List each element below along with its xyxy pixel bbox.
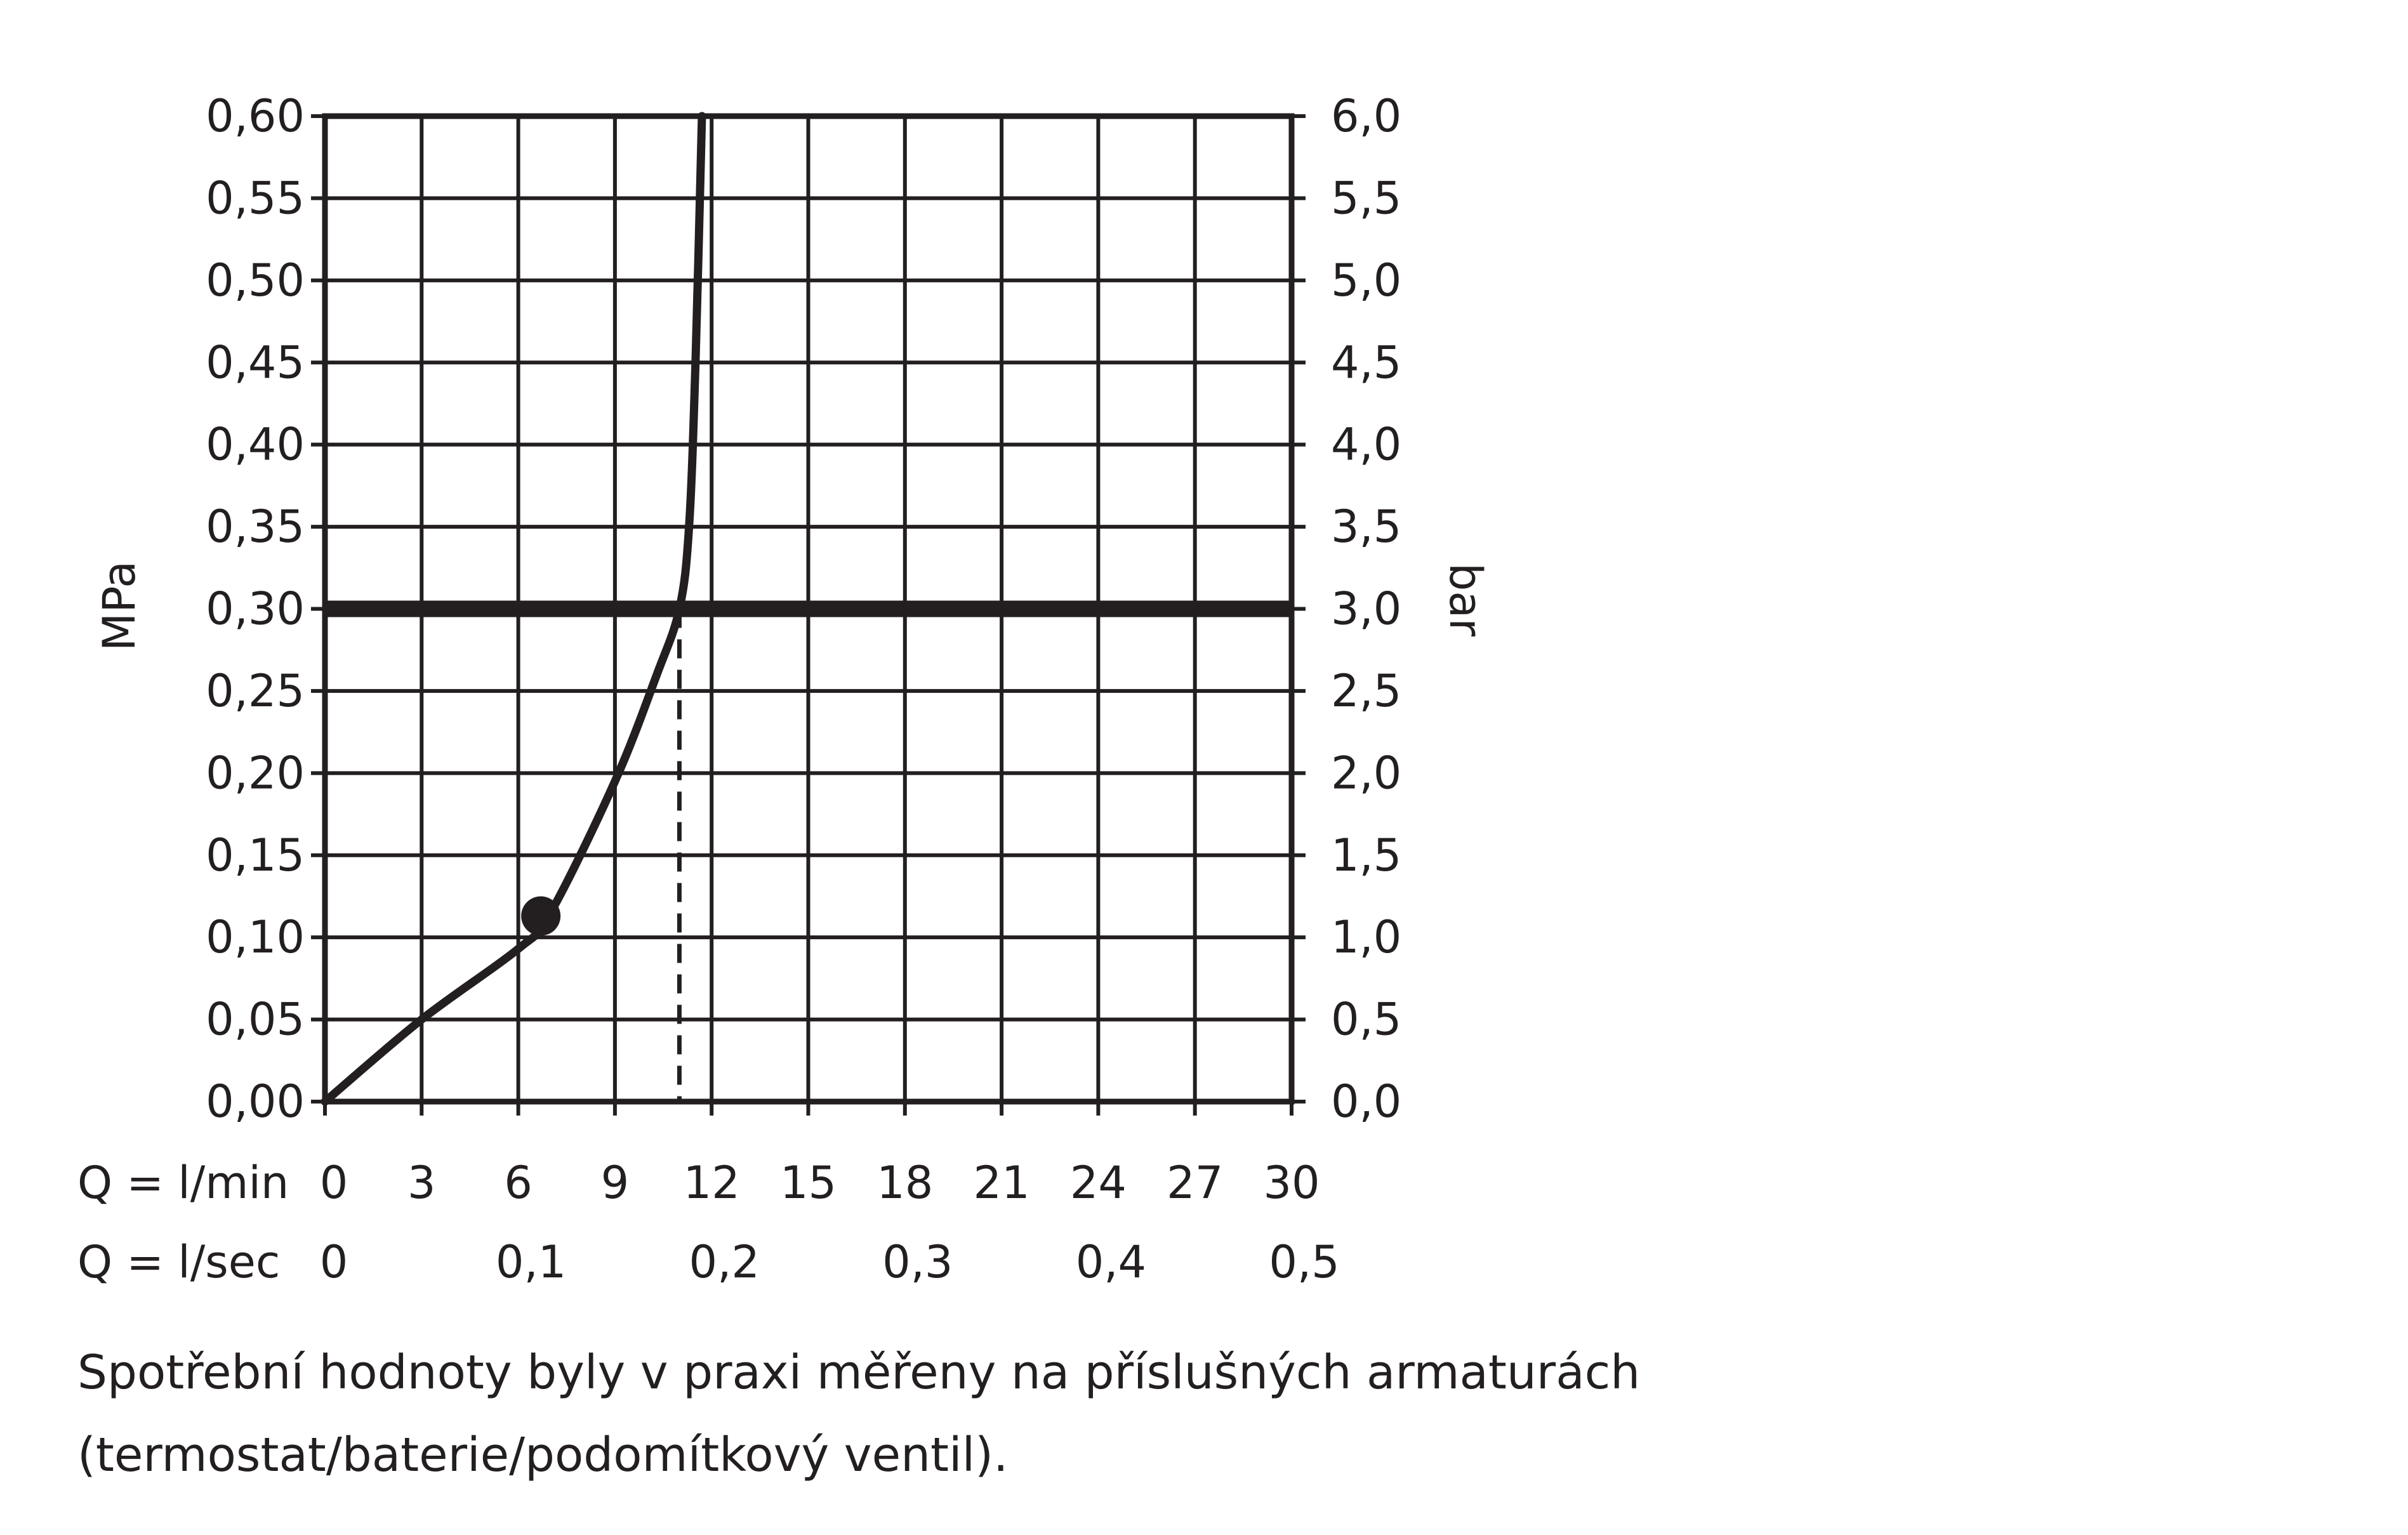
y-tick-label-right: 4,0 xyxy=(1331,419,1401,471)
x-tick-label-lmin: 3 xyxy=(407,1157,436,1209)
flow-pressure-chart: 0,00 0,00,05 0,50,10 1,00,15 1,50,20 2,00,25 2… xyxy=(77,90,1492,1288)
x-tick-label-lsec: 0,1 xyxy=(496,1236,566,1288)
minimum-pressure-marker xyxy=(521,896,561,936)
x-tick-label-lsec: 0,5 xyxy=(1269,1236,1339,1288)
y-tick-label-left: 0,00 xyxy=(206,1076,305,1128)
x-axis-title-lmin: Q = l/min xyxy=(77,1157,289,1209)
x-axis-title-lsec: Q = l/sec xyxy=(77,1236,280,1288)
axis-ticks xyxy=(311,114,1306,1116)
x-tick-label-lmin: 0 xyxy=(320,1157,348,1209)
y-tick-label-right: 1,5 xyxy=(1331,829,1401,881)
y-tick-label-right: 5,5 xyxy=(1331,172,1401,224)
x-tick-label-lmin: 12 xyxy=(684,1157,740,1209)
y-tick-label-left: 0,20 xyxy=(206,747,305,799)
x-tick-label-lsec: 0 xyxy=(320,1236,348,1288)
y-tick-label-left: 0,45 xyxy=(206,336,305,388)
x-tick-label-lmin: 24 xyxy=(1070,1157,1127,1209)
y-axis-title-left: MPa xyxy=(93,561,145,651)
x-tick-label-lmin: 15 xyxy=(780,1157,837,1209)
y-tick-label-right: 5,0 xyxy=(1331,254,1401,306)
y-tick-label-right: 3,5 xyxy=(1331,501,1401,553)
y-tick-label-right: 4,5 xyxy=(1331,336,1401,388)
x-tick-label-lmin: 9 xyxy=(601,1157,630,1209)
y-tick-label-right: 0,5 xyxy=(1331,994,1401,1046)
y-tick-label-left: 0,50 xyxy=(206,254,305,306)
y-tick-label-right: 6,0 xyxy=(1331,90,1401,142)
y-tick-label-right: 2,5 xyxy=(1331,665,1401,717)
tick-labels: 0,00 0,00,05 0,50,10 1,00,15 1,50,20 2,00,25 2… xyxy=(206,90,1401,1288)
x-tick-label-lsec: 0,3 xyxy=(882,1236,953,1288)
y-tick-label-left: 0,40 xyxy=(206,419,305,471)
chart-marks xyxy=(321,112,1292,1106)
y-tick-label-left: 0,35 xyxy=(206,501,305,553)
y-tick-label-left: 0,15 xyxy=(206,829,305,881)
y-tick-label-right: 0,0 xyxy=(1331,1076,1401,1128)
x-tick-label-lsec: 0,4 xyxy=(1076,1236,1146,1288)
y-tick-label-left: 0,10 xyxy=(206,911,305,963)
x-tick-label-lsec: 0,2 xyxy=(689,1236,760,1288)
x-tick-label-lmin: 30 xyxy=(1263,1157,1320,1209)
y-tick-label-left: 0,30 xyxy=(206,583,305,635)
y-tick-label-right: 3,0 xyxy=(1331,583,1401,635)
y-tick-label-left: 0,60 xyxy=(206,90,305,142)
y-tick-label-left: 0,25 xyxy=(206,665,305,717)
x-tick-label-lmin: 27 xyxy=(1167,1157,1223,1209)
x-tick-label-lmin: 18 xyxy=(877,1157,933,1209)
y-axis-title-right: bar xyxy=(1439,563,1492,636)
flow-curve xyxy=(321,112,706,1106)
y-tick-label-left: 0,55 xyxy=(206,172,305,224)
x-tick-label-lmin: 21 xyxy=(974,1157,1030,1209)
y-tick-label-left: 0,05 xyxy=(206,994,305,1046)
measurement-note: Spotřební hodnoty byly v praxi měřeny na… xyxy=(77,1345,1641,1482)
x-tick-label-lmin: 6 xyxy=(504,1157,533,1209)
y-tick-label-right: 2,0 xyxy=(1331,747,1401,799)
y-tick-label-right: 1,0 xyxy=(1331,911,1401,963)
